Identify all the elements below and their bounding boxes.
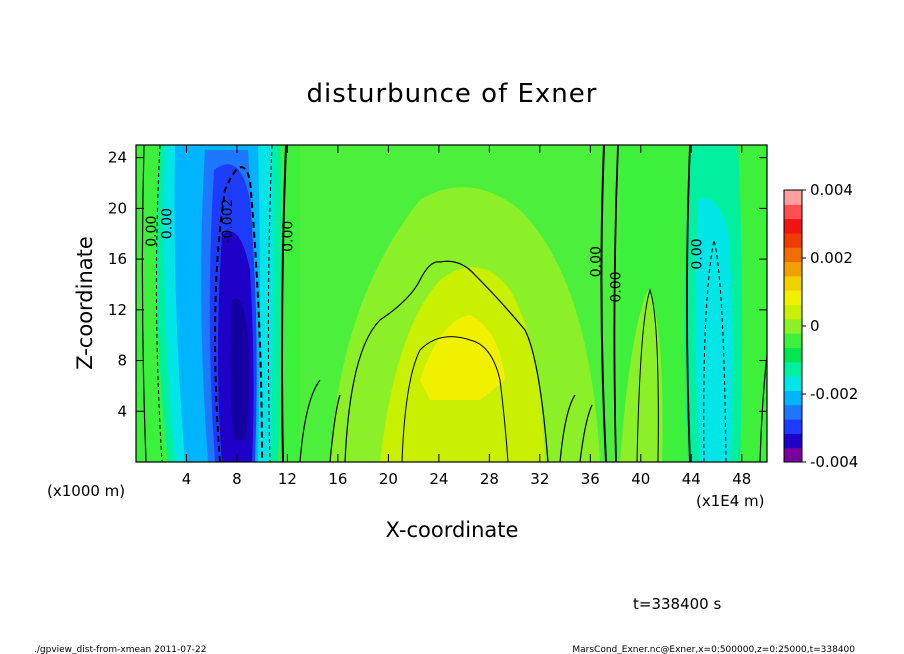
colorbar <box>784 190 802 463</box>
plot-area <box>136 145 767 462</box>
colorbar-segment <box>784 347 802 363</box>
colorbar-labels: 0.004 0.002 0 -0.002 -0.004 <box>802 181 858 471</box>
x-axis-label: X-coordinate <box>386 518 519 542</box>
y-tick-label: 16 <box>108 250 127 268</box>
colorbar-segment <box>784 419 802 434</box>
colorbar-segment <box>784 404 802 420</box>
x-tick-label: 24 <box>429 470 448 488</box>
colorbar-segment <box>784 261 802 277</box>
x-tick-label: 12 <box>278 470 297 488</box>
colorbar-label: 0.002 <box>810 249 853 267</box>
colorbar-segment <box>784 433 802 449</box>
colorbar-segment <box>784 204 802 220</box>
x-tick-label: 40 <box>631 470 650 488</box>
colorbar-segment <box>784 318 802 334</box>
x-tick-label: 16 <box>328 470 347 488</box>
colorbar-segment <box>784 247 802 263</box>
x-tick-label: 44 <box>682 470 701 488</box>
chart-title: disturbunce of Exner <box>307 79 598 109</box>
footer-right: MarsCond_Exner.nc@Exner,x=0:500000,z=0:2… <box>572 645 855 654</box>
x-axis-ticks: 4 8 12 16 20 24 28 32 36 40 44 48 <box>182 145 751 488</box>
x-tick-label: 36 <box>581 470 600 488</box>
colorbar-segment <box>784 304 802 320</box>
contour-label: -0.002 <box>220 199 236 244</box>
plot-frame <box>135 144 768 463</box>
colorbar-label: -0.002 <box>810 385 858 403</box>
x-tick-label: 4 <box>182 470 192 488</box>
y-tick-label: 4 <box>117 402 127 420</box>
contour-label: 0.00 <box>280 221 296 252</box>
contour-label: 0.00 <box>159 208 175 239</box>
contour-labels: 0.00 0.00 -0.002 0.000.000.000.00 <box>144 199 705 303</box>
y-axis-label: Z-coordinate <box>73 236 97 370</box>
footer-left: ./gpview_dist-from-xmean 2011-07-22 <box>34 645 206 654</box>
y-tick-label: 12 <box>108 301 127 319</box>
x-tick-label: 8 <box>232 470 242 488</box>
x-unit-left: (x1000 m) <box>47 482 125 500</box>
contour-label: 0.00 <box>144 216 160 247</box>
colorbar-segment <box>784 190 802 205</box>
contour-label: 0.00 <box>588 246 604 277</box>
colorbar-segment <box>784 376 802 391</box>
colorbar-segment <box>784 361 802 377</box>
y-tick-label: 20 <box>108 199 127 217</box>
colorbar-label: -0.004 <box>810 453 858 471</box>
x-tick-label: 20 <box>379 470 398 488</box>
x-tick-label: 48 <box>732 470 751 488</box>
colorbar-segment <box>784 390 802 406</box>
colorbar-segment <box>784 333 802 348</box>
colorbar-segment <box>784 275 802 291</box>
contour-label: 0.00 <box>689 238 705 269</box>
x-unit-right: (x1E4 m) <box>696 492 765 510</box>
x-tick-label: 28 <box>480 470 499 488</box>
contour-label: 0.00 <box>609 271 625 302</box>
colorbar-segment <box>784 447 802 463</box>
y-tick-label: 8 <box>117 352 127 370</box>
x-tick-label: 32 <box>530 470 549 488</box>
time-label: t=338400 s <box>633 595 721 613</box>
colorbar-segment <box>784 290 802 306</box>
y-tick-label: 24 <box>108 149 127 167</box>
y-axis-ticks: 4 8 12 16 20 24 <box>108 149 767 420</box>
colorbar-segment <box>784 218 802 234</box>
colorbar-label: 0.004 <box>810 181 853 199</box>
colorbar-label: 0 <box>810 317 820 335</box>
colorbar-segment <box>784 232 802 248</box>
